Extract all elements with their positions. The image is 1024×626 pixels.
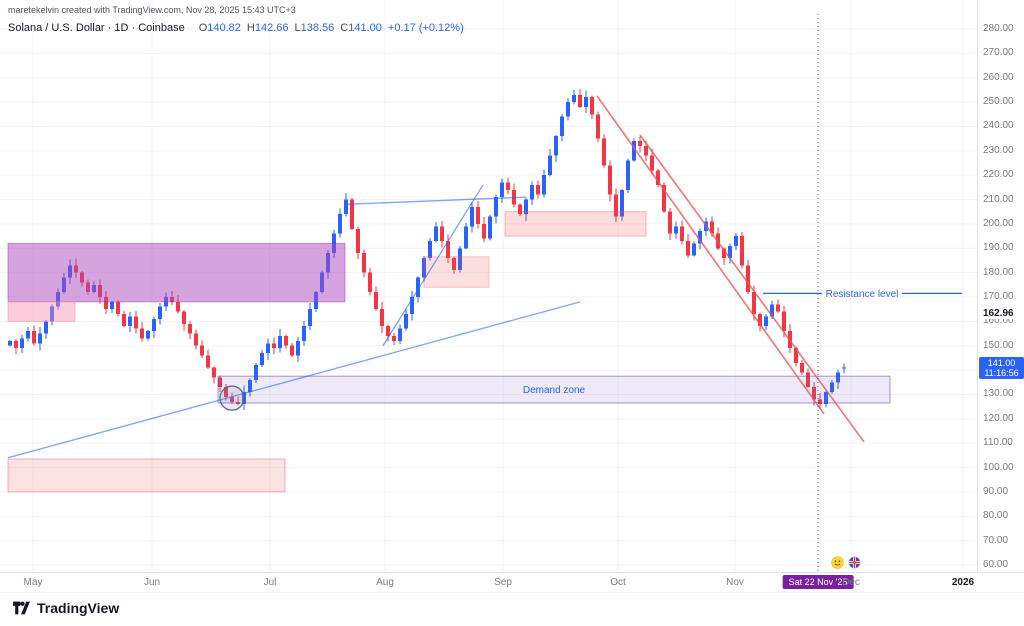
price-axis-label: 180.00 [983,266,1014,278]
ohlc-key: L [294,22,301,34]
ascending-trendline-steep[interactable] [382,184,484,347]
trendline-price-label: 162.96 [983,308,1014,320]
descending-channel-upper[interactable] [639,134,865,443]
resistance-label: Resistance level [826,289,899,300]
price-axis-label: 100.00 [983,461,1014,473]
price-axis[interactable]: 280.00 270.00 260.00 250.00 240.00 230.00 220.… [977,0,1024,572]
tradingview-logo[interactable]: TradingView [12,600,119,616]
time-axis-label: 2026 [951,577,975,588]
supply-zone-left[interactable] [7,242,346,303]
demand-zone[interactable] [217,375,891,404]
price-chart[interactable]: Demand zone Resistance level [0,0,977,572]
price-axis-label: 260.00 [983,71,1014,83]
price-axis-label: 170.00 [983,291,1014,302]
price-axis-label: 110.00 [983,437,1013,449]
price-axis-label: 150.00 [983,339,1014,351]
price-axis-label: 90.00 [983,485,1009,497]
price-change: +0.17 (+0.12%) [387,22,464,34]
ohlc-values: O140.82 H142.66 L138.56 C141.00 +0.17 (+0.12… [193,22,464,34]
tradingview-logo-text: TradingView [37,600,120,616]
ohlc-value: 141.00 [348,22,382,34]
resistance-label-bg [822,286,902,300]
emoji-sticker-flag[interactable] [848,556,861,569]
smiley-icon [831,556,844,569]
price-axis-label: 210.00 [983,193,1014,205]
demand-zone-label: Demand zone [523,385,586,396]
current-price: 141.00 [987,357,1016,368]
attribution-text: maretekelvin created with TradingView.co… [8,5,296,15]
price-axis-label: 120.00 [983,412,1014,424]
price-axis-label: 190.00 [983,242,1014,254]
descending-channel-lower[interactable] [596,95,825,415]
time-axis-label: Aug [376,577,394,588]
low-circle-annotation[interactable] [219,385,245,411]
price-axis-label: 240.00 [983,120,1014,132]
price-axis-label: 250.00 [983,96,1014,108]
time-axis-label: Dec [842,577,860,588]
price-axis-label: 130.00 [983,388,1014,400]
crosshair-date-badge: Sat 22 Nov '25 [782,575,854,589]
demand-zone-lower[interactable] [7,458,286,493]
time-axis-label: Nov [726,577,744,588]
time-axis-label: Jul [263,577,277,588]
time-axis-label: May [23,577,43,588]
symbol-title[interactable]: Solana / U.S. Dollar · 1D · Coinbase [8,22,185,34]
price-axis-label: 80.00 [983,510,1009,522]
price-axis-label: 230.00 [983,144,1014,156]
ohlc-value: 140.82 [207,22,241,34]
flag-icon [848,556,861,569]
countdown-timer: 11:16:56 [984,367,1019,378]
ohlc-key: O [198,22,208,34]
chart-legend: Solana / U.S. Dollar · 1D · Coinbase O140… [8,22,464,34]
emoji-sticker-smiley[interactable] [831,556,844,569]
bottom-toolbar: TradingView [0,592,1024,626]
pink-zone-august[interactable] [423,256,490,288]
upper-trendline-flat[interactable] [343,196,527,206]
time-axis[interactable]: Sat 22 Nov '25 May Jun Jul Aug Sep Oct Nov Dec 2… [0,572,1024,592]
price-axis-label: 160.00 [983,315,1014,327]
ohlc-value: 142.66 [254,22,289,34]
time-axis-label: Jun [143,577,161,588]
price-axis-label: 200.00 [983,217,1014,229]
time-axis-label: Sep [494,577,512,588]
supply-zone-left-lower[interactable] [7,301,76,322]
supply-zone-september[interactable] [504,211,647,237]
price-axis-label: 60.00 [983,559,1009,570]
price-axis-label: 70.00 [983,534,1009,546]
ohlc-value: 138.56 [300,22,335,34]
price-axis-label: 220.00 [983,169,1014,181]
price-axis-label: 270.00 [983,47,1014,59]
ascending-trendline-long[interactable] [7,301,581,459]
current-price-badge: 141.00 11:16:56 [979,356,1024,379]
price-axis-label: 280.00 [983,23,1014,34]
ohlc-key: H [246,22,255,34]
time-axis-label: Oct [610,577,626,588]
tradingview-logo-icon [13,601,30,615]
ohlc-key: C [340,22,349,34]
